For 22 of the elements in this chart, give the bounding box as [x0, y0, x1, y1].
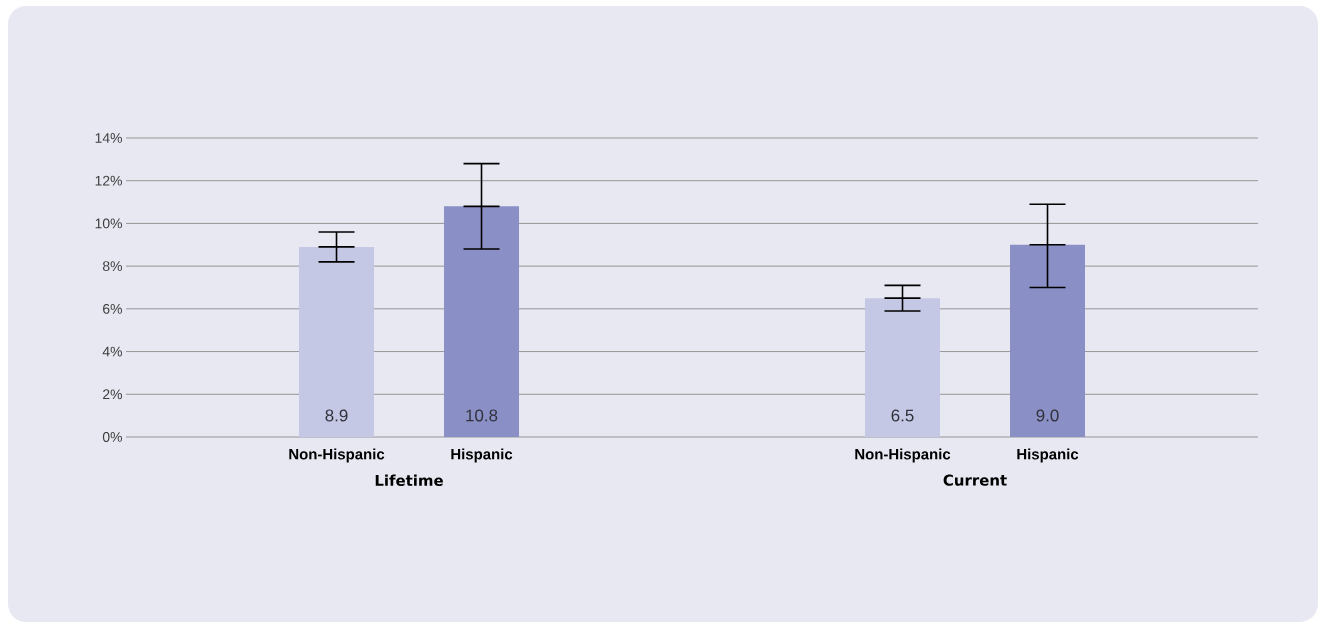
data-label: 10.8 [466, 409, 498, 422]
y-tick-label: 14% [95, 133, 122, 143]
y-tick-label: 4% [102, 346, 122, 357]
data-label: 8.9 [325, 409, 348, 422]
y-tick-label: 2% [103, 389, 122, 400]
y-tick-label: 8% [102, 261, 122, 272]
x-tick-label: Lifetime [375, 474, 443, 487]
series-label: Non-Hispanic [289, 448, 385, 463]
x-tick-label: Current [943, 474, 1007, 486]
y-tick-label: 12% [95, 175, 122, 186]
bar [299, 246, 375, 437]
bar [1010, 244, 1086, 437]
bar [444, 206, 520, 437]
y-tick-label: 0% [102, 432, 122, 442]
data-label: 9.0 [1036, 409, 1059, 422]
y-tick-label: 10% [95, 218, 122, 229]
text: Hispanic [1017, 448, 1079, 463]
y-tick-label: 6% [103, 303, 122, 314]
text: Non-Hispanic [855, 448, 951, 463]
series-label: Hispanic [451, 448, 513, 463]
data-label: 6.5 [891, 409, 914, 422]
bar [865, 298, 941, 437]
